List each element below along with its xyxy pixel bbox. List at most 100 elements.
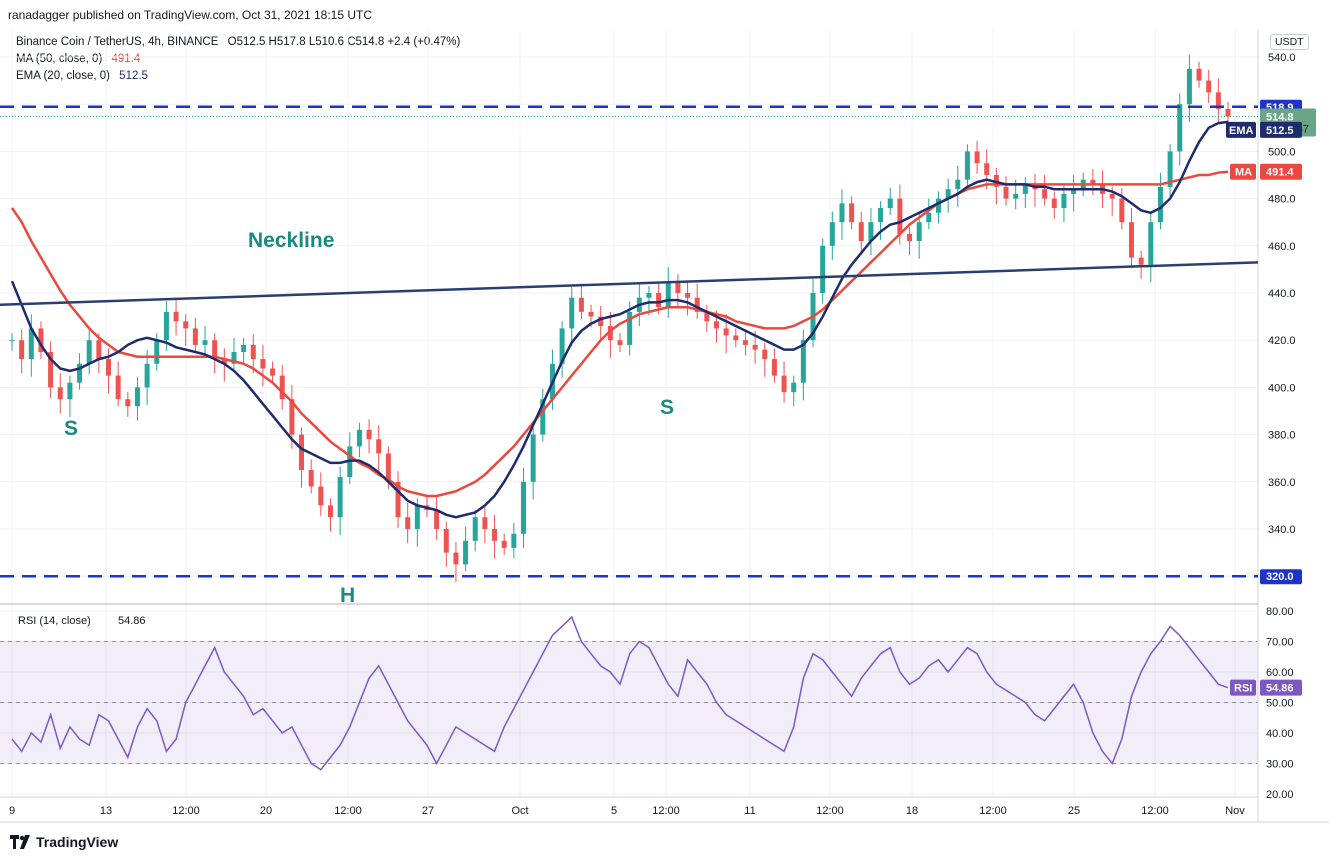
ema-badge-value: 512.5 — [1266, 125, 1294, 137]
candle-body — [134, 387, 140, 407]
candle-body — [472, 517, 478, 541]
candle-body — [1186, 68, 1192, 105]
candle-body — [434, 510, 440, 529]
candle-body — [192, 328, 198, 345]
published-line: ranadagger published on TradingView.com,… — [8, 8, 373, 22]
candle-body — [511, 533, 517, 548]
chart-frame — [0, 30, 1329, 823]
candle-body — [945, 189, 951, 199]
candle-body — [849, 203, 855, 223]
rsi-tick-label: 80.00 — [1266, 606, 1294, 618]
price-tick-label: 400.0 — [1268, 382, 1296, 394]
time-tick-label: 12:00 — [334, 805, 362, 817]
candle-body — [935, 198, 941, 213]
candle-body — [1051, 198, 1057, 209]
candle-body — [9, 340, 15, 342]
candle-body — [627, 311, 633, 345]
level-badge-text: 320.0 — [1266, 571, 1294, 583]
time-tick-label: 12:00 — [652, 805, 680, 817]
ma-legend[interactable]: MA (50, close, 0) 491.4 — [16, 53, 140, 65]
candle-body — [279, 375, 285, 400]
candle-body — [212, 340, 218, 360]
ma-legend-label: MA (50, close, 0) — [16, 53, 103, 65]
candle-body — [1157, 186, 1163, 223]
candle-body — [1119, 198, 1125, 223]
candle-body — [443, 529, 449, 553]
time-tick-label: 12:00 — [172, 805, 200, 817]
candle-body — [414, 505, 420, 529]
candle-body — [501, 540, 507, 548]
candle-body — [1090, 179, 1096, 185]
candle-body — [733, 335, 739, 341]
footer-brand[interactable]: TradingView — [10, 834, 118, 850]
candle-body — [1109, 193, 1115, 199]
candle-body — [916, 222, 922, 242]
tradingview-logo-icon — [10, 835, 30, 849]
candle-body — [308, 470, 314, 487]
time-tick-label: 12:00 — [816, 805, 844, 817]
candle-body — [723, 328, 729, 336]
rsi-line — [11, 615, 1229, 771]
price-tick-label: 340.0 — [1268, 524, 1296, 536]
ema-legend[interactable]: EMA (20, close, 0) 512.5 — [16, 70, 148, 82]
rsi-tick-label: 70.00 — [1266, 637, 1294, 649]
candle-body — [77, 363, 83, 383]
candle-body — [289, 399, 295, 435]
ma-badge-bg — [1260, 163, 1302, 180]
candle-body — [125, 399, 131, 407]
ema-name-tag-bg — [1226, 121, 1256, 138]
levels-layer — [0, 105, 1258, 578]
candle-body — [115, 375, 121, 400]
candle-body — [270, 368, 276, 376]
candle-body — [530, 434, 536, 482]
rsi-tick-label: 30.00 — [1266, 759, 1294, 771]
candle-body — [163, 311, 169, 341]
candle-body — [675, 281, 681, 293]
time-tick-label: 27 — [422, 805, 434, 817]
level-badge-bg — [1260, 569, 1302, 585]
candle-body — [463, 540, 469, 565]
candle-body — [1206, 80, 1212, 93]
candle-body — [144, 363, 150, 388]
candle-body — [202, 340, 208, 345]
candle-body — [714, 321, 720, 329]
neckline[interactable] — [0, 261, 1259, 307]
candle-body — [106, 359, 112, 376]
candle-body — [231, 352, 237, 364]
candle-body — [67, 382, 73, 400]
candle-body — [337, 477, 343, 518]
candle-body — [887, 198, 893, 209]
currency-badge[interactable]: USDT — [1270, 34, 1309, 50]
price-tick-label: 360.0 — [1268, 477, 1296, 489]
candle-body — [685, 293, 691, 298]
time-axis-labels: 9 13 12:00 20 12:00 27 Oct 5 12:00 11 12:00 18 12:00… — [9, 805, 1245, 817]
candle-body — [1148, 222, 1154, 265]
time-tick-label: 5 — [611, 805, 617, 817]
candle-body — [742, 340, 748, 345]
candle-body — [299, 434, 305, 470]
symbol-name[interactable]: Binance Coin / TetherUS, 4h, BINANCE — [16, 36, 219, 48]
candle-body — [559, 328, 565, 364]
time-tick-label: 18 — [906, 805, 918, 817]
candle-body — [974, 151, 980, 164]
rsi-panel-label: RSI (14, close) — [18, 615, 91, 627]
candle-body — [984, 163, 990, 175]
rsi-tick-label: 50.00 — [1266, 698, 1294, 710]
pattern-label: S — [64, 417, 78, 440]
ema-legend-value: 512.5 — [119, 70, 148, 82]
candle-body — [221, 359, 227, 364]
ema-name-tag: EMA — [1229, 125, 1254, 137]
candle-body — [598, 316, 604, 327]
candle-body — [1128, 222, 1134, 258]
time-tick-label: 9 — [9, 805, 15, 817]
time-tick-label: 12:00 — [1141, 805, 1169, 817]
candle-body — [955, 179, 961, 190]
candle-body — [376, 439, 382, 454]
footer-brand-text: TradingView — [36, 834, 119, 850]
candle-body — [868, 222, 874, 242]
candle-body — [520, 481, 526, 534]
time-tick-label: 20 — [260, 805, 272, 817]
candle-body — [385, 453, 391, 482]
time-tick-label: 25 — [1068, 805, 1080, 817]
